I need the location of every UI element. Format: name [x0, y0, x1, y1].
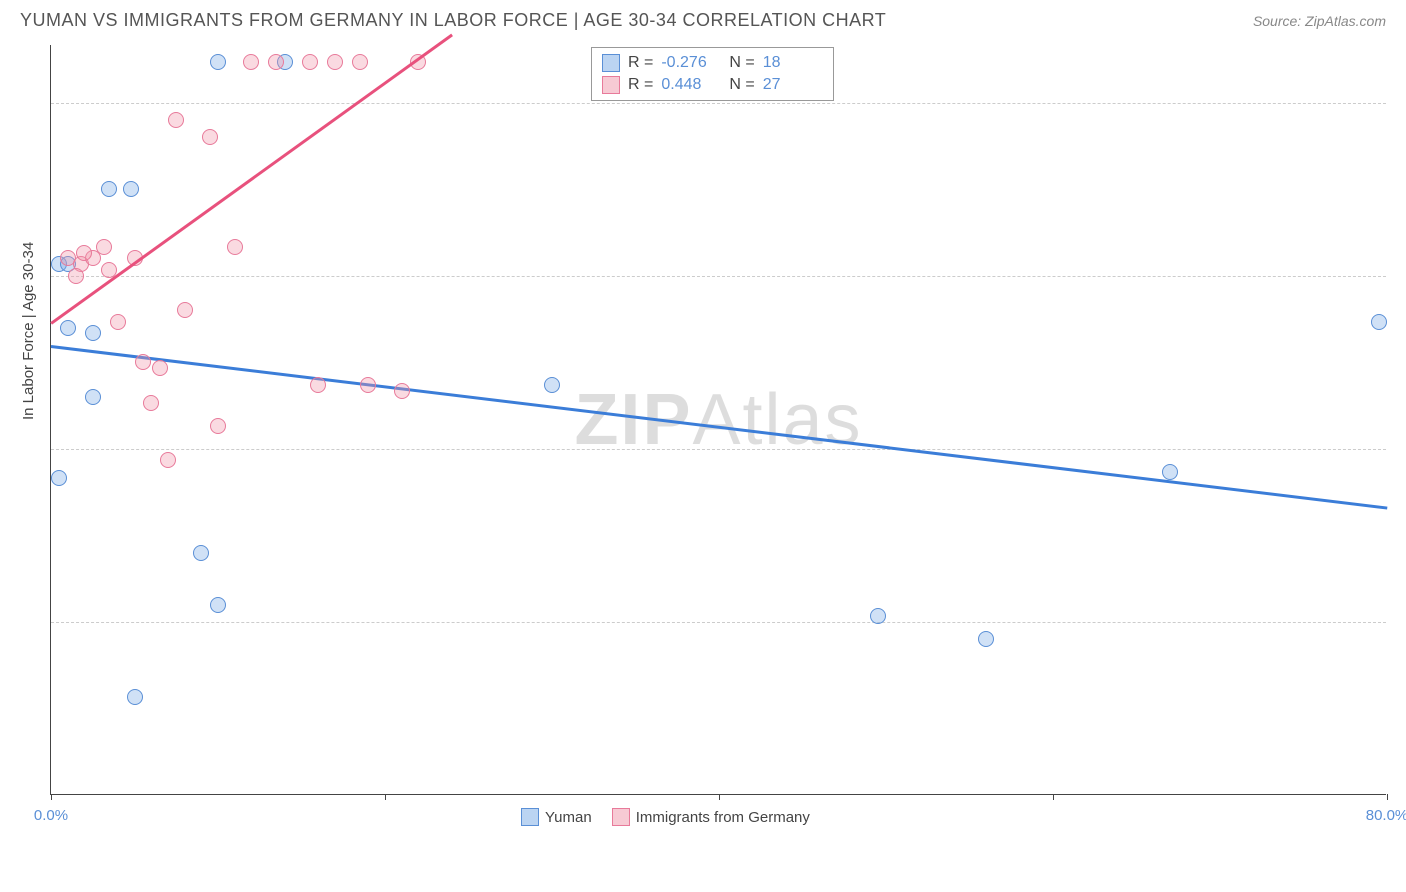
data-point: [1371, 314, 1387, 330]
swatch-icon: [612, 808, 630, 826]
n-value: 27: [763, 76, 823, 94]
stats-legend: R = -0.276 N = 18 R = 0.448 N = 27: [591, 47, 834, 101]
series-legend: Yuman Immigrants from Germany: [521, 808, 810, 826]
y-axis-label: In Labor Force | Age 30-34: [20, 242, 37, 420]
data-point: [544, 377, 560, 393]
legend-label: Immigrants from Germany: [636, 809, 810, 826]
data-point: [302, 54, 318, 70]
swatch-icon: [521, 808, 539, 826]
x-tick: [719, 794, 720, 800]
data-point: [202, 129, 218, 145]
x-tick: [385, 794, 386, 800]
data-point: [51, 470, 67, 486]
swatch-icon: [602, 54, 620, 72]
gridline: [51, 276, 1386, 277]
chart-title: YUMAN VS IMMIGRANTS FROM GERMANY IN LABO…: [20, 10, 886, 31]
data-point: [327, 54, 343, 70]
data-point: [360, 377, 376, 393]
stats-row-yuman: R = -0.276 N = 18: [602, 52, 823, 74]
x-tick-label: 80.0%: [1366, 807, 1406, 824]
data-point: [135, 354, 151, 370]
data-point: [1162, 464, 1178, 480]
n-value: 18: [763, 54, 823, 72]
data-point: [193, 545, 209, 561]
r-label: R =: [628, 54, 653, 72]
legend-item-germany: Immigrants from Germany: [612, 808, 810, 826]
data-point: [68, 268, 84, 284]
data-point: [96, 239, 112, 255]
data-point: [85, 325, 101, 341]
watermark-light: Atlas: [692, 380, 862, 460]
y-tick-label: 70.0%: [1396, 440, 1406, 457]
data-point: [85, 389, 101, 405]
x-tick: [51, 794, 52, 800]
data-point: [76, 245, 92, 261]
data-point: [127, 689, 143, 705]
data-point: [123, 181, 139, 197]
data-point: [101, 181, 117, 197]
data-point: [310, 377, 326, 393]
gridline: [51, 449, 1386, 450]
swatch-icon: [602, 76, 620, 94]
regression-line: [50, 34, 452, 324]
r-value: 0.448: [661, 76, 721, 94]
regression-line: [51, 345, 1387, 509]
r-value: -0.276: [661, 54, 721, 72]
x-tick: [1387, 794, 1388, 800]
x-tick: [1053, 794, 1054, 800]
data-point: [870, 608, 886, 624]
y-tick-label: 85.0%: [1396, 267, 1406, 284]
r-label: R =: [628, 76, 653, 94]
data-point: [210, 418, 226, 434]
data-point: [152, 360, 168, 376]
data-point: [268, 54, 284, 70]
data-point: [210, 54, 226, 70]
source-label: Source: ZipAtlas.com: [1253, 13, 1386, 29]
data-point: [978, 631, 994, 647]
x-tick-label: 0.0%: [34, 807, 68, 824]
data-point: [168, 112, 184, 128]
y-tick-label: 55.0%: [1396, 613, 1406, 630]
data-point: [352, 54, 368, 70]
data-point: [60, 320, 76, 336]
data-point: [177, 302, 193, 318]
data-point: [160, 452, 176, 468]
gridline: [51, 622, 1386, 623]
data-point: [210, 597, 226, 613]
data-point: [394, 383, 410, 399]
legend-item-yuman: Yuman: [521, 808, 592, 826]
data-point: [243, 54, 259, 70]
y-tick-label: 100.0%: [1396, 94, 1406, 111]
data-point: [110, 314, 126, 330]
chart-plot-area: ZIPAtlas R = -0.276 N = 18 R = 0.448 N =…: [50, 45, 1386, 795]
n-label: N =: [729, 54, 754, 72]
legend-label: Yuman: [545, 809, 592, 826]
n-label: N =: [729, 76, 754, 94]
stats-row-germany: R = 0.448 N = 27: [602, 74, 823, 96]
gridline: [51, 103, 1386, 104]
data-point: [143, 395, 159, 411]
data-point: [227, 239, 243, 255]
